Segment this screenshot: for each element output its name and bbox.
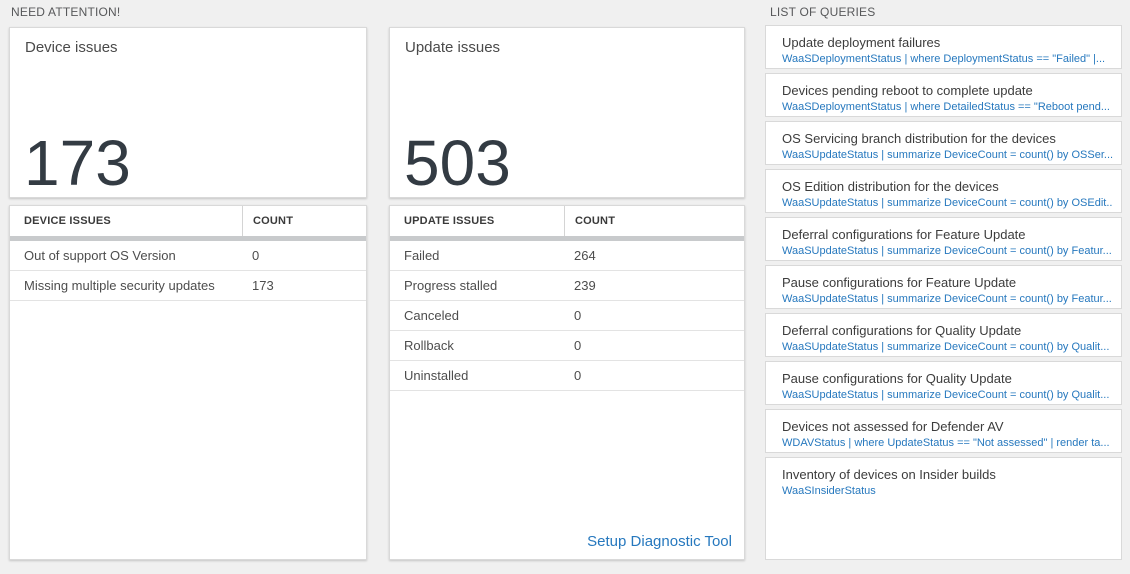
device-issues-title: Device issues: [25, 39, 118, 56]
row-value: 264: [574, 248, 596, 263]
query-kql-text: WaaSUpdateStatus | summarize DeviceCount…: [782, 149, 1113, 161]
device-issues-table: DEVICE ISSUES COUNT Out of support OS Ve…: [9, 205, 367, 560]
query-item[interactable]: OS Edition distribution for the devices …: [765, 169, 1122, 213]
query-item[interactable]: Pause configurations for Feature Update …: [765, 265, 1122, 309]
table-row[interactable]: Missing multiple security updates 173: [10, 271, 366, 301]
table-row[interactable]: Canceled 0: [390, 301, 744, 331]
column-header-device-issues: DEVICE ISSUES: [24, 215, 111, 227]
query-title: Pause configurations for Quality Update: [782, 371, 1012, 386]
table-divider-bar: [390, 236, 744, 241]
query-kql-text: WaaSUpdateStatus | summarize DeviceCount…: [782, 197, 1113, 209]
row-label: Uninstalled: [404, 368, 469, 383]
table-row[interactable]: Uninstalled 0: [390, 361, 744, 391]
row-label: Missing multiple security updates: [24, 278, 215, 293]
query-title: Pause configurations for Feature Update: [782, 275, 1017, 290]
table-row[interactable]: Failed 264: [390, 241, 744, 271]
query-title: Update deployment failures: [782, 35, 941, 50]
query-item[interactable]: Devices not assessed for Defender AV WDA…: [765, 409, 1122, 453]
query-item[interactable]: Devices pending reboot to complete updat…: [765, 73, 1122, 117]
update-issues-count: 503: [404, 127, 511, 199]
query-kql-text: WaaSUpdateStatus | summarize DeviceCount…: [782, 245, 1112, 257]
list-of-queries-panel: Update deployment failures WaaSDeploymen…: [765, 25, 1122, 560]
need-attention-header: NEED ATTENTION!: [11, 5, 121, 19]
row-label: Rollback: [404, 338, 454, 353]
query-kql-text: WaaSUpdateStatus | summarize DeviceCount…: [782, 341, 1110, 353]
update-issues-tile[interactable]: Update issues 503: [389, 27, 745, 198]
query-title: OS Edition distribution for the devices: [782, 179, 999, 194]
table-divider-bar: [10, 236, 366, 241]
query-kql-text: WaaSUpdateStatus | summarize DeviceCount…: [782, 293, 1112, 305]
row-value: 239: [574, 278, 596, 293]
row-value: 173: [252, 278, 274, 293]
row-value: 0: [252, 248, 260, 263]
query-item[interactable]: Deferral configurations for Feature Upda…: [765, 217, 1122, 261]
query-item[interactable]: Pause configurations for Quality Update …: [765, 361, 1122, 405]
query-item[interactable]: OS Servicing branch distribution for the…: [765, 121, 1122, 165]
row-label: Progress stalled: [404, 278, 498, 293]
column-header-update-issues: UPDATE ISSUES: [404, 215, 495, 227]
update-issues-table-header: UPDATE ISSUES COUNT: [390, 206, 744, 236]
query-title: Devices pending reboot to complete updat…: [782, 83, 1033, 98]
query-kql-text: WaaSDeploymentStatus | where DetailedSta…: [782, 101, 1110, 113]
row-value: 0: [574, 338, 582, 353]
table-row[interactable]: Rollback 0: [390, 331, 744, 361]
row-label: Canceled: [404, 308, 459, 323]
query-title: Deferral configurations for Feature Upda…: [782, 227, 1026, 242]
row-label: Failed: [404, 248, 440, 263]
query-kql-text: WaaSUpdateStatus | summarize DeviceCount…: [782, 389, 1110, 401]
query-item[interactable]: Update deployment failures WaaSDeploymen…: [765, 25, 1122, 69]
query-title: Deferral configurations for Quality Upda…: [782, 323, 1022, 338]
setup-diagnostic-tool-link[interactable]: Setup Diagnostic Tool: [587, 533, 732, 550]
list-of-queries-header: LIST OF QUERIES: [770, 5, 876, 19]
column-header-count: COUNT: [242, 206, 366, 236]
query-title: OS Servicing branch distribution for the…: [782, 131, 1056, 146]
row-label: Out of support OS Version: [24, 248, 176, 263]
query-kql-text: WaaSDeploymentStatus | where DeploymentS…: [782, 53, 1106, 65]
query-kql-text: WDAVStatus | where UpdateStatus == "Not …: [782, 437, 1110, 449]
column-header-count: COUNT: [564, 206, 744, 236]
query-item[interactable]: Deferral configurations for Quality Upda…: [765, 313, 1122, 357]
query-title: Devices not assessed for Defender AV: [782, 419, 1004, 434]
update-issues-title: Update issues: [405, 39, 501, 56]
device-issues-count: 173: [24, 127, 131, 199]
update-issues-table: UPDATE ISSUES COUNT Failed 264 Progress …: [389, 205, 745, 560]
query-item[interactable]: Inventory of devices on Insider builds W…: [765, 457, 1122, 560]
row-value: 0: [574, 368, 582, 383]
query-kql-text: WaaSInsiderStatus: [782, 485, 876, 497]
row-value: 0: [574, 308, 582, 323]
device-issues-tile[interactable]: Device issues 173: [9, 27, 367, 198]
table-row[interactable]: Out of support OS Version 0: [10, 241, 366, 271]
device-issues-table-header: DEVICE ISSUES COUNT: [10, 206, 366, 236]
table-row[interactable]: Progress stalled 239: [390, 271, 744, 301]
query-title: Inventory of devices on Insider builds: [782, 467, 996, 482]
